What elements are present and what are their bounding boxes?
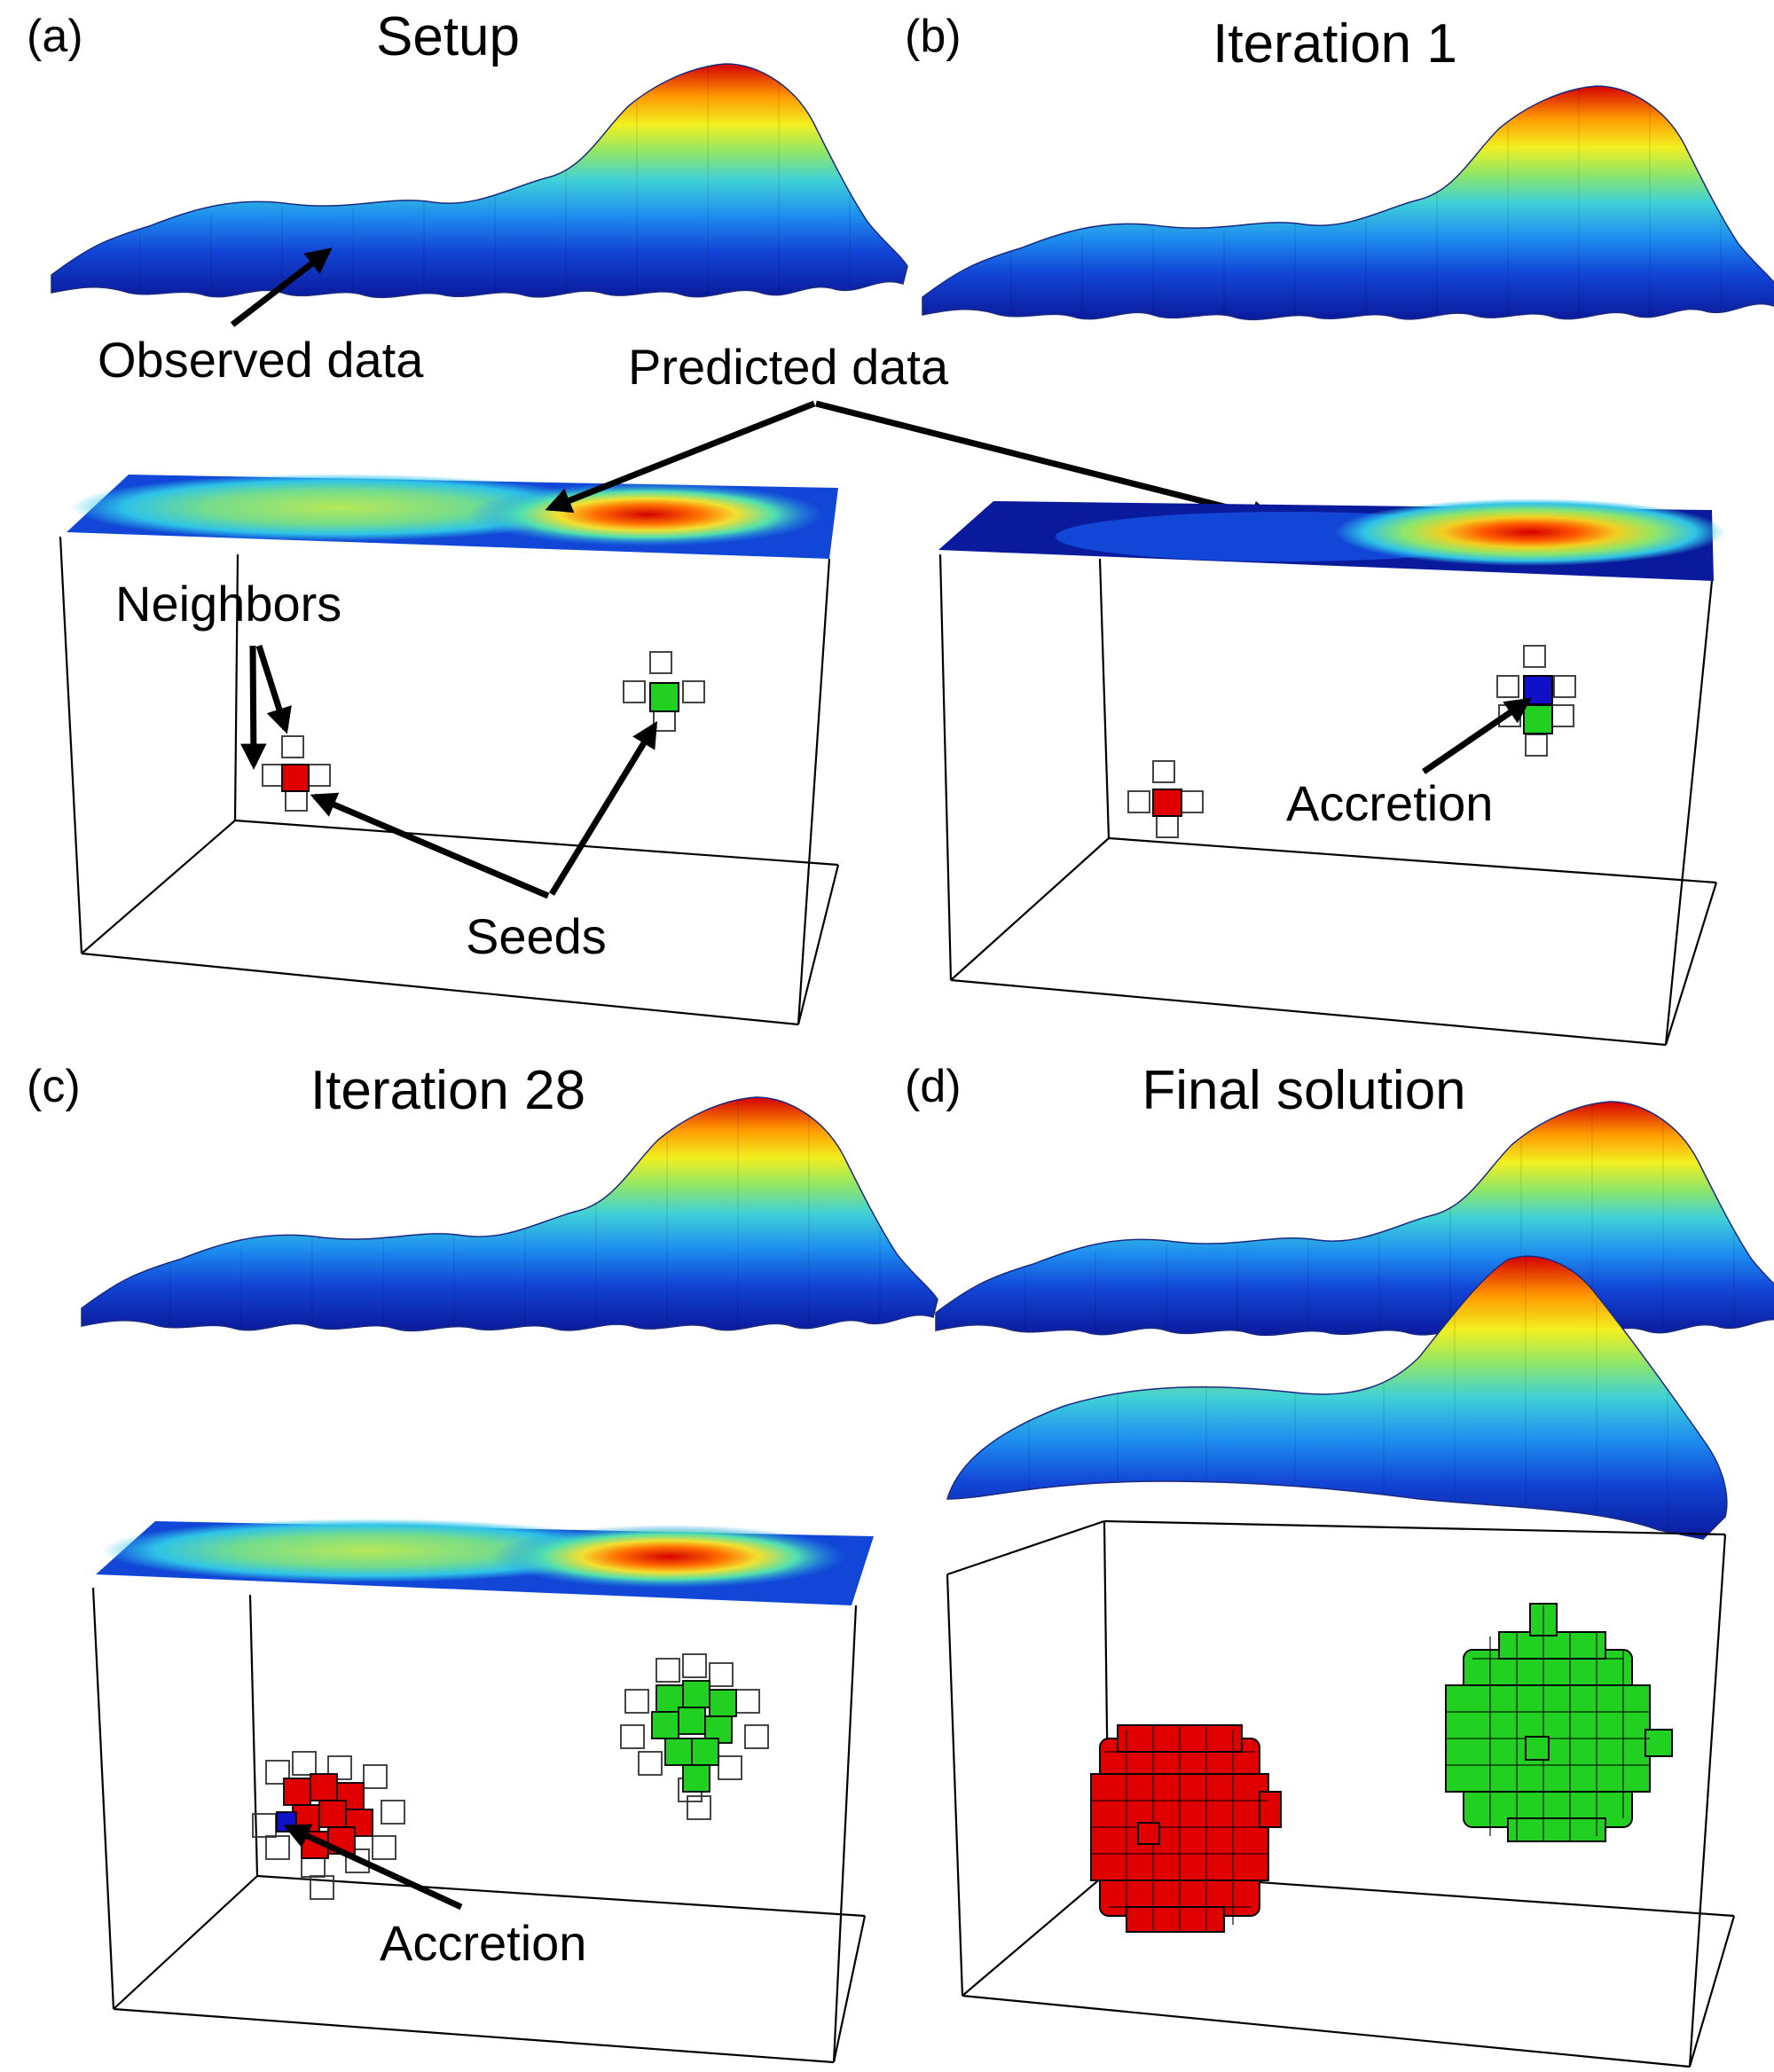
seed-green-a — [623, 651, 705, 732]
panel-a: Observed data Neighbors Seeds Predicted … — [51, 63, 1278, 1026]
body-green-d — [1445, 1603, 1673, 1842]
panel-title-b: Iteration 1 — [1213, 13, 1457, 75]
panel-label-a: (a) — [27, 11, 83, 62]
accretion-label-b: Accretion — [1286, 775, 1493, 831]
body-red-d — [1090, 1724, 1282, 1933]
accretion-label-c: Accretion — [380, 1915, 586, 1971]
neighbors-label: Neighbors — [115, 576, 341, 632]
predicted-map-a — [67, 474, 838, 559]
panel-label-c: (c) — [27, 1061, 81, 1112]
panel-title-a: Setup — [376, 6, 520, 67]
seeds-arrow-red — [310, 792, 550, 899]
seeds-label: Seeds — [466, 908, 607, 964]
predicted-surface-d — [946, 1252, 1728, 1540]
seed-green-b — [1496, 645, 1576, 757]
observed-surface-c — [81, 1096, 938, 1332]
box-b — [938, 553, 1718, 1047]
observed-surface-a — [51, 63, 908, 299]
panel-title-d: Final solution — [1142, 1060, 1465, 1121]
box-a — [59, 536, 840, 1026]
seeds-arrow-green — [549, 720, 658, 896]
panel-label-b: (b) — [905, 11, 962, 62]
predicted-data-label: Predicted data — [628, 339, 949, 395]
box-c — [91, 1587, 867, 2064]
predicted-arrow-a — [545, 400, 816, 514]
panel-label-d: (d) — [905, 1061, 962, 1112]
seed-red-a — [262, 735, 331, 812]
accretion-arrow-c — [283, 1824, 463, 1911]
accretion-arrow-b — [1422, 697, 1532, 774]
seed-red-b — [1127, 760, 1204, 838]
observed-data-label: Observed data — [98, 332, 424, 388]
observed-arrow — [230, 247, 333, 327]
predicted-arrow-b — [815, 400, 1278, 527]
observed-surface-d — [935, 1101, 1774, 1337]
neighbors-arrow-2 — [255, 644, 292, 734]
predicted-map-c — [96, 1519, 874, 1605]
observed-surface-b — [922, 85, 1774, 321]
neighbors-arrow-1 — [240, 645, 267, 770]
cluster-green-c — [620, 1653, 769, 1820]
panel-b: Accretion — [922, 85, 1774, 1047]
panel-d — [935, 1101, 1774, 2068]
predicted-map-b — [938, 498, 1725, 581]
panel-c: Accretion — [81, 1096, 938, 2064]
panel-title-c: Iteration 28 — [310, 1060, 585, 1121]
